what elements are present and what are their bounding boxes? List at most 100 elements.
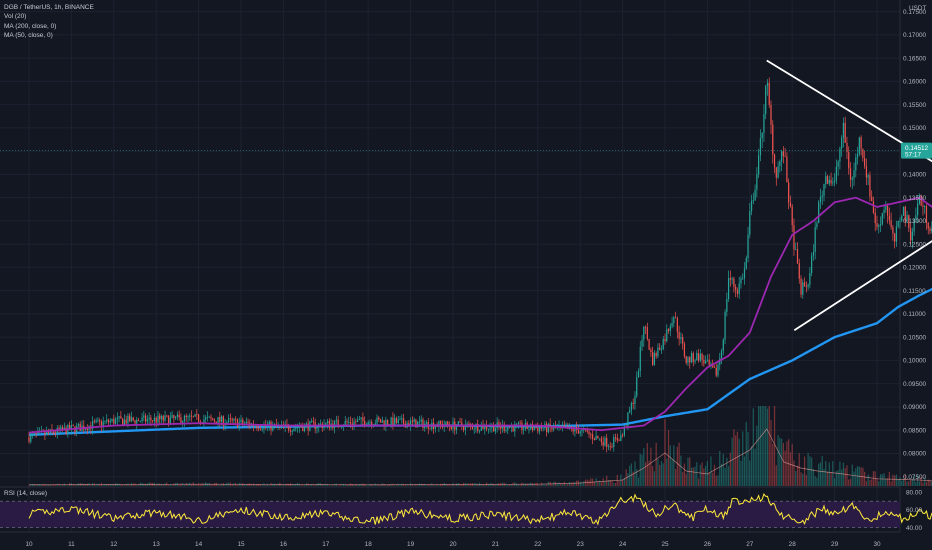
candle-body bbox=[826, 176, 829, 184]
candle-body bbox=[876, 223, 878, 227]
volume-bar bbox=[623, 477, 625, 486]
volume-bar bbox=[710, 456, 712, 486]
price-tick-label: 0.08000 bbox=[903, 451, 927, 458]
candle-body bbox=[120, 416, 122, 419]
volume-bar bbox=[659, 464, 661, 486]
volume-bar bbox=[533, 483, 535, 486]
candle-body bbox=[908, 215, 910, 229]
candle-body bbox=[498, 422, 500, 426]
volume-bar bbox=[692, 467, 694, 486]
price-tick-label: 0.07500 bbox=[903, 474, 927, 481]
candle-body bbox=[515, 423, 518, 425]
volume-bar bbox=[436, 483, 438, 486]
volume-indicator-label[interactable]: Vol (20) bbox=[4, 13, 27, 21]
time-tick-label: 23 bbox=[577, 541, 585, 548]
volume-bar bbox=[927, 479, 929, 486]
volume-bar bbox=[864, 471, 866, 486]
volume-bar bbox=[568, 481, 571, 486]
ma50-line bbox=[28, 196, 932, 434]
volume-bar bbox=[682, 471, 684, 486]
volume-bar bbox=[256, 484, 258, 486]
volume-bar bbox=[726, 457, 728, 486]
candle-body bbox=[341, 426, 343, 428]
volume-bar bbox=[722, 453, 724, 486]
volume-bar bbox=[480, 484, 482, 486]
candle-body bbox=[222, 416, 224, 426]
volume-bar bbox=[738, 438, 740, 486]
candle-body bbox=[765, 86, 767, 115]
candle-body bbox=[636, 377, 638, 396]
candle-body bbox=[334, 420, 336, 428]
rsi-indicator-label[interactable]: RSI (14, close) bbox=[4, 490, 47, 497]
volume-bar bbox=[35, 484, 37, 486]
volume-bar bbox=[835, 471, 837, 486]
candle-body bbox=[208, 416, 210, 418]
candle-body bbox=[392, 417, 394, 426]
volume-bar bbox=[579, 481, 581, 486]
volume-bar bbox=[450, 485, 452, 486]
candle-body bbox=[758, 155, 760, 175]
volume-bar bbox=[777, 434, 779, 486]
volume-bar bbox=[666, 458, 668, 486]
candle-body bbox=[197, 414, 200, 422]
time-tick-label: 18 bbox=[365, 541, 373, 548]
candle-body bbox=[927, 222, 929, 229]
volume-bar bbox=[720, 463, 723, 486]
volume-bar bbox=[60, 484, 62, 486]
candle-body bbox=[348, 421, 350, 423]
volume-bar bbox=[627, 473, 629, 486]
price-tag-value: 0.14512 bbox=[905, 145, 929, 152]
candle-body bbox=[33, 433, 35, 435]
volume-bar bbox=[252, 483, 254, 486]
candle-body bbox=[772, 124, 774, 155]
candle-body bbox=[768, 82, 770, 105]
volume-bar bbox=[902, 478, 905, 486]
candle-body bbox=[28, 437, 30, 442]
candle-body bbox=[445, 421, 447, 426]
candle-body bbox=[609, 446, 611, 448]
volume-bar bbox=[438, 484, 440, 486]
candle-body bbox=[874, 212, 876, 224]
time-tick-label: 14 bbox=[195, 541, 203, 548]
candle-body bbox=[793, 225, 795, 250]
candle-body bbox=[261, 429, 263, 430]
candle-body bbox=[895, 226, 898, 242]
symbol-line[interactable]: DGB / TetherUS, 1h, BINANCE bbox=[4, 4, 94, 11]
candle-body bbox=[814, 227, 816, 253]
volume-bar bbox=[482, 484, 484, 486]
ma50-indicator-label[interactable]: MA (50, close, 0) bbox=[4, 32, 53, 40]
candle-body bbox=[756, 174, 758, 190]
candle-body bbox=[182, 421, 184, 424]
candle-body bbox=[885, 205, 887, 210]
candle-body bbox=[482, 425, 484, 430]
volume-bar bbox=[196, 484, 198, 486]
ma200-indicator-label[interactable]: MA (200, close, 0) bbox=[4, 22, 57, 30]
candle-body bbox=[95, 420, 97, 423]
rsi-tick-label: 40.00 bbox=[906, 525, 922, 532]
price-tick-label: 0.09000 bbox=[903, 404, 927, 411]
candle-body bbox=[788, 182, 790, 203]
price-tick-label: 0.11500 bbox=[903, 288, 926, 295]
volume-bar bbox=[908, 481, 910, 486]
candle-body bbox=[69, 424, 71, 430]
time-axis[interactable]: 10 11 12 13 14 15 16 17 18 19 20 21 22 23 24 25 26 27 28 29… bbox=[25, 541, 881, 548]
candle-body bbox=[853, 170, 855, 179]
candle-body bbox=[160, 415, 163, 420]
volume-bar bbox=[653, 471, 656, 486]
volume-bar bbox=[247, 483, 249, 486]
volume-bar bbox=[756, 425, 758, 486]
candle-body bbox=[395, 418, 398, 423]
candle-body bbox=[690, 353, 693, 363]
volume-bar bbox=[120, 484, 122, 486]
volume-bar bbox=[42, 484, 44, 486]
volume-bar bbox=[496, 483, 498, 486]
price-tick-label: 0.12500 bbox=[903, 241, 927, 248]
triangle-pattern[interactable] bbox=[0, 59, 932, 331]
volume-bar bbox=[687, 457, 689, 486]
volume-bar bbox=[805, 474, 807, 486]
price-axis[interactable]: 0.17500 0.17000 0.16500 0.16000 0.15500 0.150… bbox=[903, 5, 927, 532]
volume-bar bbox=[796, 465, 799, 486]
volume-bar bbox=[735, 435, 737, 486]
candle-body bbox=[648, 338, 650, 350]
